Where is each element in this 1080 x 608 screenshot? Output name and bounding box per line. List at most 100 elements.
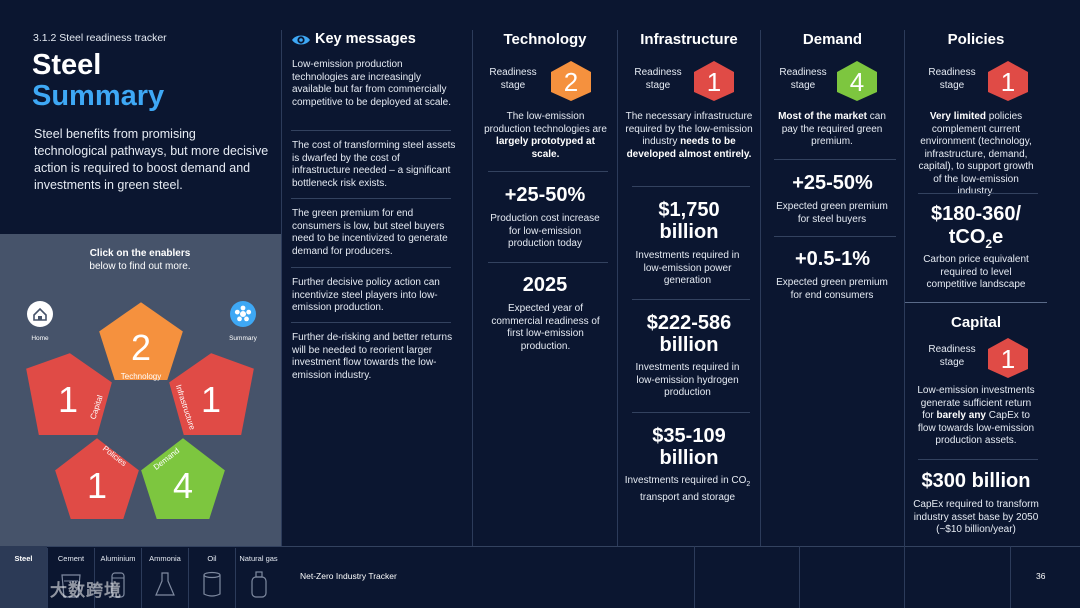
- infrastructure-power-desc: Investments required in low-emission pow…: [635, 250, 740, 286]
- summary-button[interactable]: Summary: [226, 300, 260, 342]
- demand-buyers-value: +25-50%: [792, 172, 873, 194]
- divider: [617, 30, 618, 546]
- footer-tab-cement[interactable]: Cement: [47, 548, 94, 608]
- technology-year-value: 2025: [522, 274, 568, 296]
- key-message: The green premium for end consumers is l…: [292, 208, 448, 257]
- infrastructure-summary-text: The necessary infrastructure required by…: [625, 111, 753, 147]
- summary-label: Summary: [229, 335, 257, 342]
- enablers-prompt-bold: Click on the enablers: [89, 248, 191, 259]
- footer-tab-aluminium[interactable]: Aluminium: [94, 548, 141, 608]
- divider: [632, 299, 750, 300]
- technology-summary: The low-emission production technologies…: [483, 111, 608, 161]
- pentagon-technology-label: Technology: [121, 372, 161, 381]
- page-title: Steel: [32, 49, 102, 81]
- footer-tab-label: Steel: [14, 554, 33, 563]
- capital-summary: Low-emission investments generate suffic…: [914, 385, 1038, 448]
- divider: [904, 30, 905, 546]
- capital-summary-pre: Low-emission investments generate suffic…: [917, 385, 1035, 421]
- pentagon-infrastructure[interactable]: 1 Infrastructure: [166, 350, 257, 437]
- demand-buyers-desc: Expected green premium for steel buyers: [776, 201, 888, 225]
- divider: [632, 412, 750, 413]
- enablers-prompt: Click on the enablers below to find out …: [40, 248, 240, 273]
- key-message: Further decisive policy action can incen…: [292, 277, 440, 313]
- footer-tab-label: Ammonia: [149, 554, 181, 563]
- technology-stat-value: +25-50%: [504, 184, 586, 206]
- demand-summary-bold: Most of the market: [778, 111, 867, 122]
- technology-summary-text: The low-emission production technologies…: [484, 111, 607, 135]
- policies-carbon-price-value: $180-360/ tCO2e: [905, 203, 1047, 256]
- divider: [694, 546, 695, 608]
- home-icon: [27, 301, 53, 327]
- divider: [281, 30, 282, 608]
- technology-stage-badge: 2: [550, 60, 592, 102]
- divider: [291, 322, 451, 323]
- pentagon-demand-score: 4: [173, 465, 193, 506]
- home-label: Home: [31, 335, 49, 342]
- technology-summary-bold: largely prototyped at scale.: [496, 136, 595, 160]
- technology-stage-value: 2: [564, 67, 578, 97]
- policies-summary: Very limited policies complement current…: [916, 111, 1036, 199]
- policies-summary-text: policies complement current environment …: [918, 111, 1034, 197]
- divider: [488, 171, 608, 172]
- footer-tab-natural-gas[interactable]: Natural gas: [235, 548, 281, 608]
- enablers-prompt-rest: below to find out more.: [89, 260, 191, 272]
- capital-capex-desc: CapEx required to transform industry ass…: [913, 499, 1039, 535]
- divider: [472, 30, 473, 546]
- divider: [291, 198, 451, 199]
- home-button[interactable]: Home: [26, 300, 56, 342]
- policies-stage-badge: 1: [987, 60, 1029, 102]
- footer-tab-label: Aluminium: [100, 554, 136, 563]
- infrastructure-hydrogen-value: $222-586 billion: [646, 312, 732, 356]
- infrastructure-hydrogen-desc: Investments required in low-emission hyd…: [635, 362, 740, 398]
- key-message: Low-emission production technologies are…: [292, 59, 451, 108]
- footer-tracker-name: Net-Zero Industry Tracker: [300, 571, 397, 581]
- pentagon-capital[interactable]: 1 Capital: [23, 350, 115, 437]
- policies-carbon-price-desc: Carbon price equivalent required to leve…: [923, 254, 1029, 290]
- demand-stage-badge: 4: [836, 60, 878, 102]
- pentagon-policies-score: 1: [87, 465, 107, 506]
- infrastructure-ccs-desc: Investments required in CO2 transport an…: [624, 475, 751, 504]
- eye-icon: [292, 35, 310, 45]
- aluminium-can-icon: [111, 572, 125, 598]
- technology-year-desc: Expected year of commercial readiness of…: [491, 303, 600, 352]
- pentagon-policies[interactable]: 1 Policies: [52, 435, 142, 521]
- footer-bar: [0, 546, 1080, 608]
- policies-title: Policies: [947, 31, 1005, 48]
- footer-tab-active-bg: [0, 546, 47, 608]
- technology-stat-desc: Production cost increase for low-emissio…: [490, 213, 600, 249]
- section-label: 3.1.2 Steel readiness tracker: [33, 32, 167, 44]
- infrastructure-stage-value: 1: [707, 67, 721, 97]
- readiness-stage-label: Readiness stage: [489, 67, 537, 91]
- policies-summary-bold: Very limited: [929, 111, 986, 122]
- demand-consumers-value: +0.5-1%: [794, 248, 871, 270]
- footer-tab-oil[interactable]: Oil: [188, 548, 235, 608]
- infrastructure-title: Infrastructure: [640, 31, 738, 48]
- pentagon-demand[interactable]: 4 Demand: [138, 435, 228, 521]
- capital-stage-value: 1: [1001, 344, 1015, 374]
- readiness-stage-label: Readiness stage: [634, 67, 682, 91]
- divider: [918, 193, 1038, 194]
- page-subtitle: Summary: [32, 80, 165, 112]
- footer-tab-steel[interactable]: Steel: [0, 548, 47, 608]
- summary-icon: [230, 301, 256, 327]
- pentagon-technology[interactable]: 2 Technology: [96, 299, 186, 382]
- intro-text: Steel benefits from promising technologi…: [34, 127, 269, 192]
- pentagon-capital-score: 1: [58, 379, 78, 420]
- infrastructure-ccs-desc-sub: 2: [746, 481, 751, 488]
- footer-tab-ammonia[interactable]: Ammonia: [141, 548, 188, 608]
- watermark: 大数跨境: [50, 581, 122, 600]
- divider: [632, 186, 750, 187]
- demand-summary-text: can pay the required green premium.: [781, 111, 886, 147]
- demand-summary: Most of the market can pay the required …: [772, 111, 892, 149]
- readiness-stage-label: Readiness stage: [928, 67, 976, 91]
- divider: [760, 30, 761, 546]
- divider: [774, 236, 896, 237]
- policies-carbon-price-line1: $180-360/: [930, 203, 1022, 225]
- infrastructure-ccs-desc-post: transport and storage: [639, 491, 736, 503]
- divider: [799, 546, 800, 608]
- infrastructure-power-value: $1,750 billion: [658, 199, 720, 243]
- policies-carbon-price-unit: tCO: [948, 226, 986, 248]
- divider: [905, 302, 1047, 303]
- page-number: 36: [1036, 571, 1046, 581]
